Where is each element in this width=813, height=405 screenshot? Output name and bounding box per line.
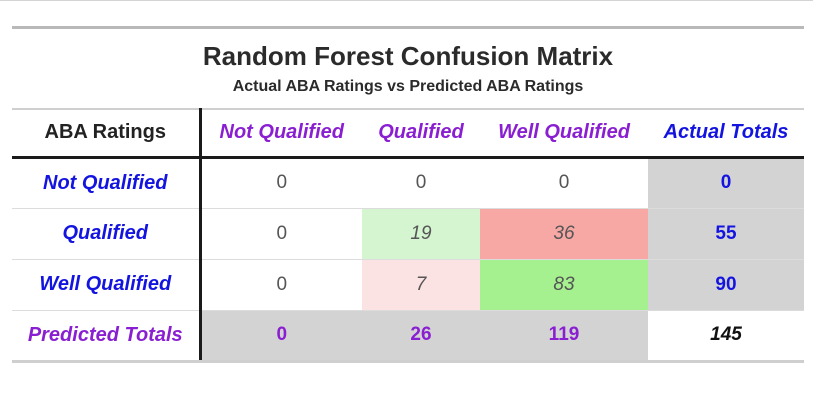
cell-well-qualified-not-qualified: 0: [200, 259, 362, 311]
cell-qualified-well-qualified: 36: [480, 208, 648, 260]
chart-title: Random Forest Confusion Matrix: [202, 41, 614, 71]
row-qualified: Qualified 0 19 36 55: [12, 208, 804, 260]
cell-qualified-qualified: 19: [362, 208, 480, 260]
col-header-qualified: Qualified: [362, 108, 480, 159]
predicted-total-not-qualified: 0: [200, 310, 362, 363]
corner-header: ABA Ratings: [12, 108, 202, 159]
cell-not-qualified-well-qualified: 0: [480, 157, 648, 209]
title-block: Random Forest Confusion Matrix Actual AB…: [12, 26, 804, 95]
predicted-total-well-qualified: 119: [480, 310, 648, 363]
col-header-not-qualified: Not Qualified: [200, 108, 362, 159]
cell-well-qualified-well-qualified: 83: [480, 259, 648, 311]
cell-well-qualified-qualified: 7: [362, 259, 480, 311]
header-row: ABA Ratings Not Qualified Qualified Well…: [12, 108, 804, 159]
cell-not-qualified-qualified: 0: [362, 157, 480, 209]
cell-not-qualified-not-qualified: 0: [200, 157, 362, 209]
row-header-qualified: Qualified: [12, 208, 202, 260]
row-header-well-qualified: Well Qualified: [12, 259, 202, 311]
cell-qualified-not-qualified: 0: [200, 208, 362, 260]
col-header-actual-totals: Actual Totals: [648, 108, 804, 159]
actual-total-qualified: 55: [648, 208, 804, 260]
confusion-matrix-figure: Random Forest Confusion Matrix Actual AB…: [12, 26, 804, 363]
confusion-matrix-table: ABA Ratings Not Qualified Qualified Well…: [12, 108, 804, 363]
row-well-qualified: Well Qualified 0 7 83 90: [12, 259, 804, 311]
grand-total: 145: [648, 310, 804, 363]
row-not-qualified: Not Qualified 0 0 0 0: [12, 157, 804, 209]
col-header-well-qualified: Well Qualified: [480, 108, 648, 159]
row-predicted-totals: Predicted Totals 0 26 119 145: [12, 310, 804, 363]
actual-total-not-qualified: 0: [648, 157, 804, 209]
chart-subtitle: Actual ABA Ratings vs Predicted ABA Rati…: [232, 78, 584, 95]
actual-total-well-qualified: 90: [648, 259, 804, 311]
top-divider: [0, 0, 813, 1]
row-header-not-qualified: Not Qualified: [12, 157, 202, 209]
predicted-total-qualified: 26: [362, 310, 480, 363]
row-header-predicted-totals: Predicted Totals: [12, 310, 202, 363]
